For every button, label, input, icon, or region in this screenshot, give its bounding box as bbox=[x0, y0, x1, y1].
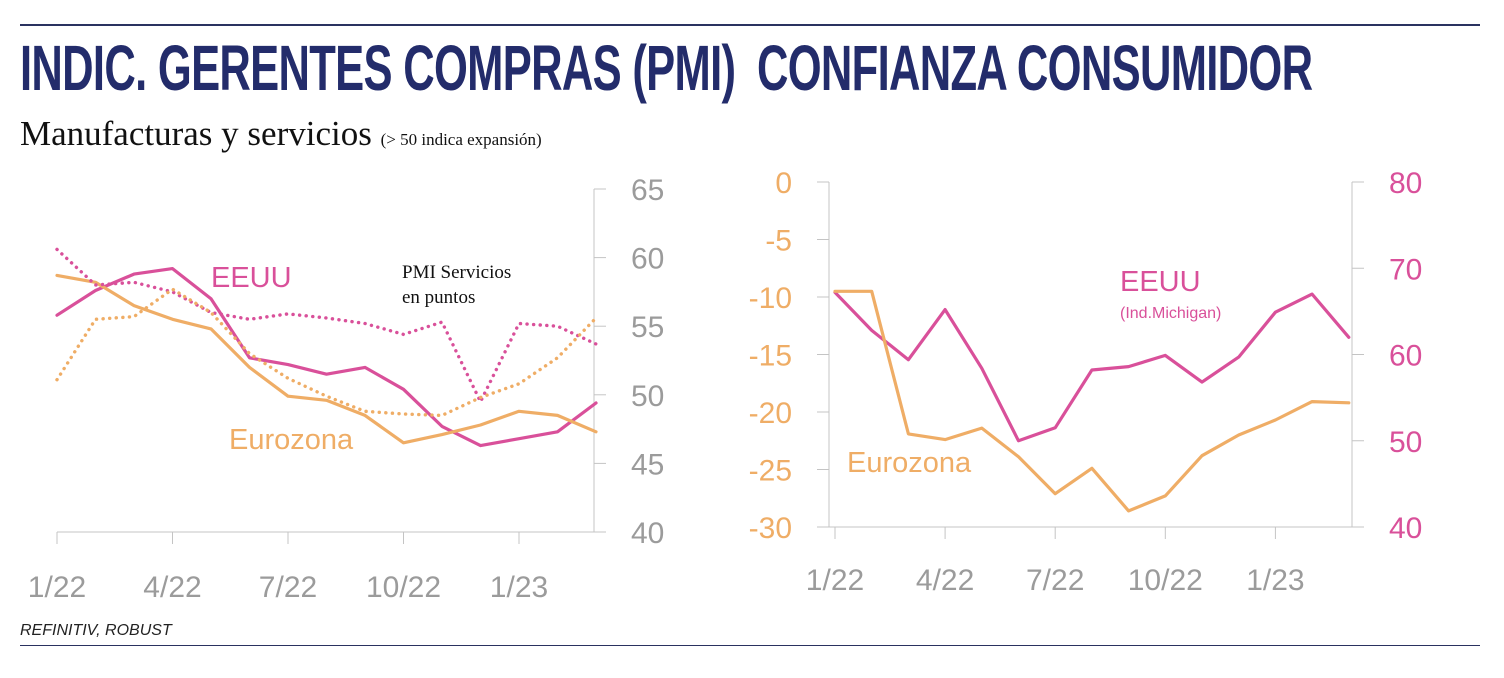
pmi-x-tick-label: 10/22 bbox=[366, 571, 441, 604]
conf-x-tick-label: 1/23 bbox=[1246, 564, 1304, 597]
pmi-label-us: EEUU bbox=[211, 262, 292, 294]
conf-left-tick-label: -25 bbox=[749, 455, 792, 488]
pmi-series-2-line bbox=[55, 247, 598, 404]
conf-series-eurozone-line bbox=[833, 289, 1351, 513]
pmi-label-points: en puntos bbox=[402, 287, 475, 308]
conf-left-tick-label: -30 bbox=[749, 512, 792, 545]
pmi-series-3-point bbox=[594, 316, 598, 320]
confidence-chart: 0 -5 -10 -15 -20 -25 -30 40 50 60 70 80 1/22 4/22 7/22… bbox=[749, 167, 1423, 597]
confidence-title: CONFIANZA CONSUMIDOR bbox=[757, 32, 1313, 104]
pmi-series-1-line bbox=[55, 273, 598, 445]
pmi-y-tick-label: 55 bbox=[631, 311, 664, 344]
conf-left-tick-label: -5 bbox=[765, 225, 792, 258]
conf-label-us: EEUU bbox=[1120, 266, 1201, 298]
pmi-x-tick-label: 7/22 bbox=[259, 571, 317, 604]
bottom-rule bbox=[20, 645, 1480, 646]
pmi-subtitle-note: (> 50 indica expansión) bbox=[380, 130, 542, 149]
conf-series-us-line bbox=[833, 290, 1351, 443]
conf-x-tick-label: 1/22 bbox=[806, 564, 864, 597]
conf-x-tick-label: 7/22 bbox=[1026, 564, 1084, 597]
conf-left-tick-label: -10 bbox=[749, 282, 792, 315]
conf-left-tick-label: 0 bbox=[775, 167, 792, 200]
pmi-series-0-line bbox=[55, 267, 598, 448]
source-credit: REFINITIV, ROBUST bbox=[20, 622, 172, 639]
pmi-chart: 40 45 50 55 60 65 1/22 4/22 7/22 10/22 1/23 bbox=[28, 174, 665, 604]
conf-right-tick-label: 60 bbox=[1389, 340, 1422, 373]
conf-label-michigan: (Ind.Michigan) bbox=[1120, 305, 1221, 322]
pmi-series-3-line bbox=[55, 287, 598, 418]
conf-right-tick-label: 80 bbox=[1389, 167, 1422, 200]
conf-label-eurozone: Eurozona bbox=[847, 447, 972, 479]
conf-right-tick-label: 70 bbox=[1389, 253, 1422, 286]
conf-left-tick-label: -20 bbox=[749, 397, 792, 430]
pmi-x-tick-label: 1/23 bbox=[490, 571, 548, 604]
pmi-y-tick-label: 50 bbox=[631, 380, 664, 413]
pmi-subtitle: Manufacturas y servicios (> 50 indica ex… bbox=[20, 114, 542, 154]
conf-right-tick-label: 40 bbox=[1389, 512, 1422, 545]
pmi-y-tick-label: 40 bbox=[631, 517, 664, 550]
conf-right-tick-label: 50 bbox=[1389, 426, 1422, 459]
pmi-y-tick-label: 45 bbox=[631, 448, 664, 481]
pmi-y-tick-label: 65 bbox=[631, 174, 664, 207]
pmi-label-services: PMI Servicios bbox=[402, 262, 511, 283]
pmi-title: INDIC. GERENTES COMPRAS (PMI) bbox=[20, 32, 736, 104]
pmi-x-tick-label: 4/22 bbox=[143, 571, 201, 604]
pmi-y-tick-label: 60 bbox=[631, 243, 664, 276]
pmi-subtitle-text: Manufacturas y servicios bbox=[20, 114, 372, 153]
top-rule bbox=[20, 24, 1480, 26]
pmi-x-tick-label: 1/22 bbox=[28, 571, 86, 604]
pmi-label-eurozone: Eurozona bbox=[229, 424, 354, 456]
conf-x-tick-label: 10/22 bbox=[1128, 564, 1203, 597]
conf-left-tick-label: -15 bbox=[749, 340, 792, 373]
conf-x-tick-label: 4/22 bbox=[916, 564, 974, 597]
